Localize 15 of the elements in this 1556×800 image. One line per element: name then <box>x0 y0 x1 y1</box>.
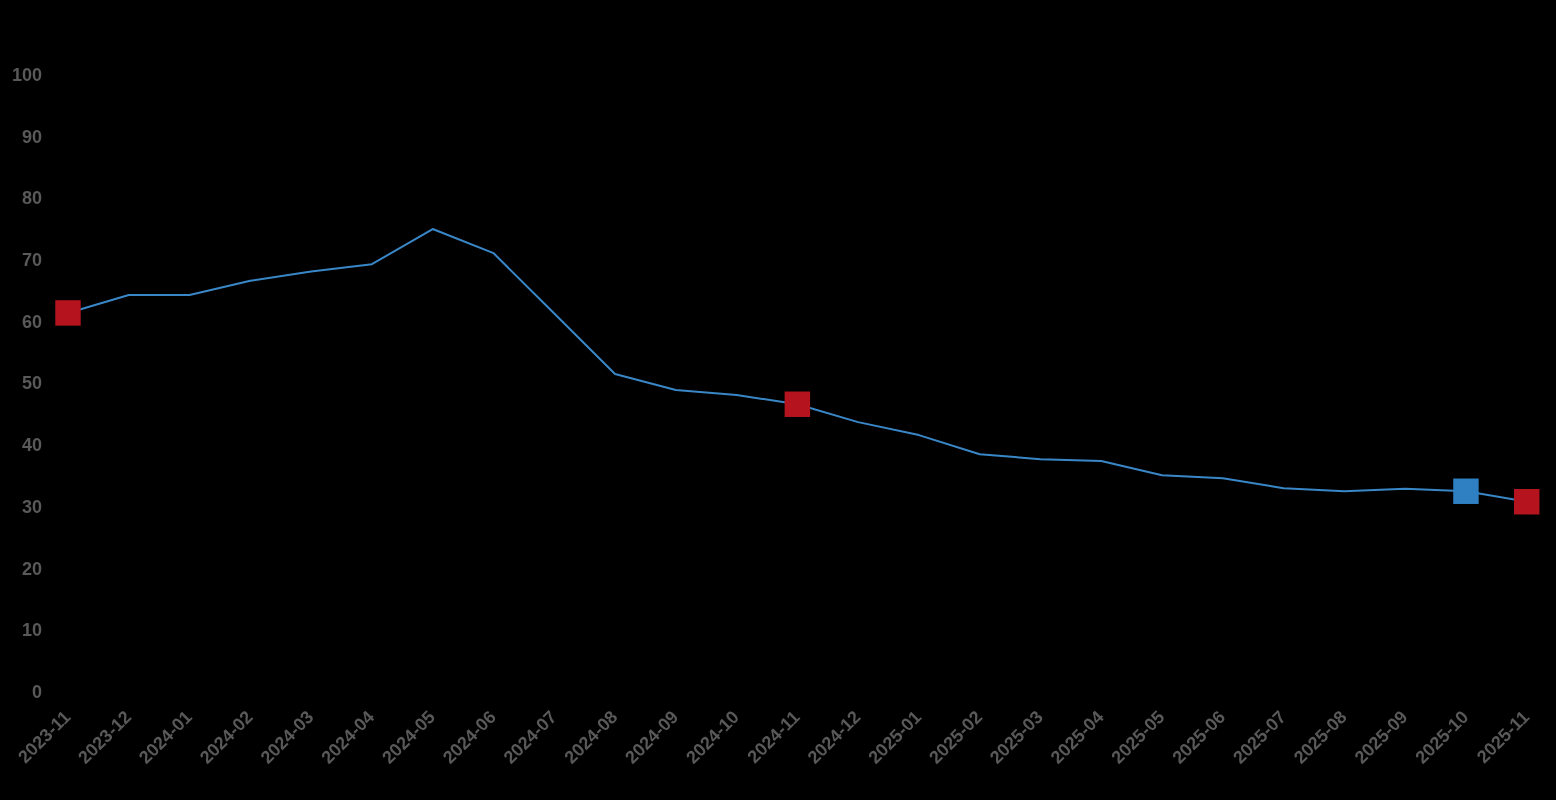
y-tick-label: 60 <box>21 311 42 332</box>
y-tick-label: 100 <box>11 64 42 85</box>
point <box>1514 489 1540 515</box>
y-tick-label: 50 <box>21 373 42 394</box>
y-tick-label: 40 <box>21 435 42 456</box>
y-tick-label: 80 <box>21 188 42 209</box>
y-tick-label: 10 <box>21 620 42 641</box>
point <box>55 300 81 326</box>
y-tick-label: 70 <box>21 250 42 271</box>
y-tick-label: 20 <box>21 558 42 579</box>
point <box>1453 478 1479 504</box>
point <box>784 391 811 417</box>
y-tick-label: 30 <box>21 496 42 517</box>
y-tick-label: 0 <box>31 681 42 702</box>
y-tick-label: 90 <box>21 126 42 147</box>
